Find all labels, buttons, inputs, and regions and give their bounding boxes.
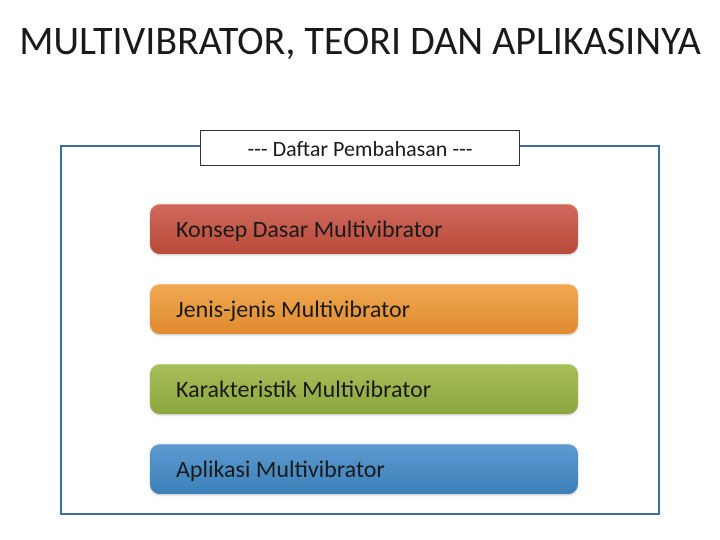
topic-item-jenis-jenis[interactable]: Jenis-jenis Multivibrator [150,284,578,334]
topic-label: Konsep Dasar Multivibrator [176,215,443,244]
topic-item-konsep-dasar[interactable]: Konsep Dasar Multivibrator [150,204,578,254]
topic-label: Aplikasi Multivibrator [176,455,385,484]
topic-label: Karakteristik Multivibrator [176,375,431,404]
topic-label: Jenis-jenis Multivibrator [176,295,410,324]
subtitle-text: --- Daftar Pembahasan --- [247,135,472,162]
page-title: MULTIVIBRATOR, TEORI DAN APLIKASINYA [0,18,720,64]
subtitle-box: --- Daftar Pembahasan --- [200,130,520,166]
topic-item-aplikasi[interactable]: Aplikasi Multivibrator [150,444,578,494]
topic-item-karakteristik[interactable]: Karakteristik Multivibrator [150,364,578,414]
